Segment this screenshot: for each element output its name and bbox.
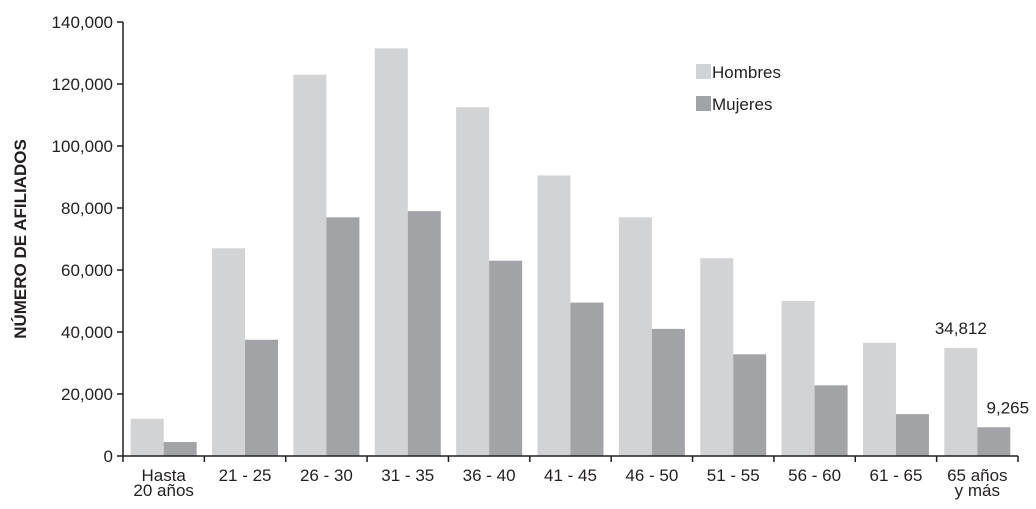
y-tick-label: 0	[104, 447, 113, 466]
x-tick-label: 56 - 60	[788, 466, 841, 485]
bar-hombres	[456, 107, 490, 456]
bar-hombres	[781, 301, 815, 456]
bar-mujeres	[814, 385, 848, 456]
x-tick-label-line: 65 años	[947, 466, 1008, 485]
bar-hombres	[700, 258, 734, 456]
y-tick-label: 20,000	[61, 385, 113, 404]
x-tick-label: 31 - 35	[381, 466, 434, 485]
x-tick-label-line: y más	[955, 481, 1000, 500]
legend-label-hombres: Hombres	[712, 63, 781, 82]
x-tick-label: 36 - 40	[463, 466, 516, 485]
bar-mujeres	[489, 260, 523, 456]
x-tick-label: 41 - 45	[544, 466, 597, 485]
legend-label-mujeres: Mujeres	[712, 95, 772, 114]
x-tick-label: 46 - 50	[625, 466, 678, 485]
x-tick-label-line: 20 años	[133, 481, 194, 500]
x-tick-label-line: Hasta	[141, 466, 186, 485]
bar-hombres	[130, 418, 164, 456]
y-tick-label: 120,000	[52, 75, 113, 94]
x-tick-label: 61 - 65	[869, 466, 922, 485]
x-tick-label-line: 26 - 30	[300, 466, 353, 485]
data-label: 9,265	[987, 398, 1030, 417]
y-tick-label: 140,000	[52, 13, 113, 32]
bars-layer	[130, 48, 1011, 456]
x-tick-label-line: 61 - 65	[869, 466, 922, 485]
data-label: 34,812	[935, 319, 987, 338]
y-tick-label: 100,000	[52, 137, 113, 156]
x-tick-label: 26 - 30	[300, 466, 353, 485]
y-tick-label: 60,000	[61, 261, 113, 280]
bar-hombres	[374, 48, 408, 456]
data-labels: 34,812 9,265	[935, 319, 1029, 417]
bar-mujeres	[895, 414, 929, 456]
y-tick-label: 40,000	[61, 323, 113, 342]
x-ticks: Hasta 20 años 21 - 25 26 - 30 31 - 35 36 - 40…	[122, 456, 1019, 500]
bar-mujeres	[570, 302, 604, 456]
bar-mujeres	[163, 442, 197, 456]
x-tick-label-line: 56 - 60	[788, 466, 841, 485]
x-tick-label: Hasta 20 años	[133, 466, 194, 500]
bar-hombres	[212, 248, 246, 456]
legend: Hombres Mujeres	[696, 63, 781, 114]
bar-hombres	[862, 342, 896, 456]
bar-mujeres	[977, 427, 1011, 456]
legend-swatch-hombres	[696, 64, 711, 79]
bar-mujeres	[407, 211, 441, 456]
bar-hombres	[537, 175, 571, 456]
bar-hombres	[944, 348, 978, 456]
bar-hombres	[293, 74, 327, 456]
x-tick-label-line: 41 - 45	[544, 466, 597, 485]
bar-mujeres	[651, 328, 685, 456]
y-ticks: 0 20,000 40,000 60,000 80,000 100,000 120,000 1…	[52, 13, 123, 466]
x-tick-label: 65 años y más	[947, 466, 1008, 500]
bar-mujeres	[733, 354, 767, 456]
axes-layer	[122, 22, 1018, 457]
x-tick-label: 51 - 55	[707, 466, 760, 485]
x-tick-label-line: 46 - 50	[625, 466, 678, 485]
y-tick-label: 80,000	[61, 199, 113, 218]
x-tick-label: 21 - 25	[219, 466, 272, 485]
x-tick-label-line: 31 - 35	[381, 466, 434, 485]
legend-swatch-mujeres	[696, 96, 711, 111]
y-axis-label: NÚMERO DE AFILIADOS	[11, 139, 30, 339]
bar-mujeres	[245, 339, 279, 456]
bar-mujeres	[326, 217, 360, 456]
bar-hombres	[618, 217, 652, 456]
x-tick-label-line: 36 - 40	[463, 466, 516, 485]
x-tick-label-line: 51 - 55	[707, 466, 760, 485]
x-tick-label-line: 21 - 25	[219, 466, 272, 485]
